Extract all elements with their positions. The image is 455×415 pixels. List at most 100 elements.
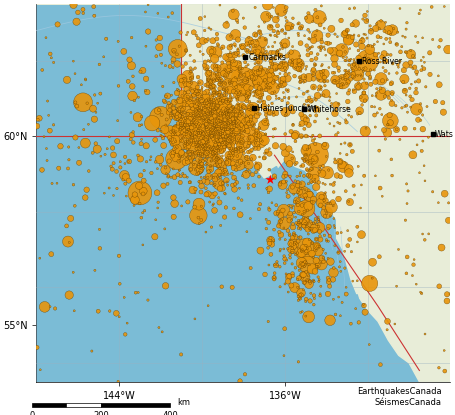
Point <box>273 110 280 116</box>
Point <box>299 156 307 162</box>
Point <box>217 80 224 86</box>
Point <box>243 228 251 235</box>
Point <box>233 127 240 134</box>
Point <box>148 120 156 127</box>
Point <box>327 47 334 54</box>
Point <box>305 193 313 199</box>
Point <box>279 45 286 52</box>
Point <box>350 183 357 189</box>
Point <box>303 156 310 163</box>
Point <box>196 80 203 86</box>
Point <box>310 301 318 308</box>
Point <box>236 185 243 191</box>
Point <box>279 144 287 150</box>
Point <box>184 159 192 165</box>
Point <box>393 126 400 133</box>
Point <box>228 112 235 119</box>
Point <box>232 31 239 38</box>
Point <box>232 74 239 81</box>
Point <box>200 165 207 172</box>
Point <box>291 73 298 79</box>
Point <box>349 67 357 73</box>
Point <box>181 122 188 128</box>
Point <box>221 132 228 139</box>
Point <box>212 66 219 73</box>
Point <box>217 89 224 95</box>
Point <box>370 41 378 48</box>
Point <box>189 118 196 125</box>
Point <box>222 73 229 79</box>
Point <box>199 158 207 164</box>
Point <box>281 78 288 85</box>
Point <box>281 42 288 49</box>
Point <box>153 53 160 59</box>
Point <box>92 140 99 147</box>
Point <box>222 135 229 142</box>
Point <box>195 42 202 49</box>
Point <box>384 76 391 83</box>
Point <box>239 147 247 154</box>
Point <box>207 110 214 116</box>
Point <box>119 177 126 183</box>
Point <box>236 66 243 72</box>
Point <box>290 209 298 216</box>
Point <box>278 53 285 59</box>
Point <box>313 242 320 249</box>
Point <box>265 121 272 128</box>
Point <box>407 93 414 100</box>
Point <box>193 129 201 136</box>
Point <box>366 280 373 287</box>
Point <box>419 126 426 132</box>
Point <box>230 146 238 153</box>
Point <box>293 60 300 67</box>
Point <box>219 128 227 134</box>
Point <box>259 138 266 144</box>
Point <box>191 123 198 129</box>
Point <box>229 148 237 154</box>
Point <box>197 109 204 115</box>
Point <box>253 164 261 170</box>
Point <box>48 180 56 187</box>
Point <box>242 54 249 61</box>
Point <box>290 185 298 192</box>
Point <box>238 138 245 145</box>
Point <box>224 112 231 119</box>
Point <box>323 238 330 244</box>
Point <box>382 58 389 64</box>
Point <box>197 163 204 170</box>
Point <box>171 108 178 115</box>
Point <box>192 128 199 134</box>
Point <box>286 231 293 238</box>
Point <box>196 100 203 107</box>
Point <box>313 27 321 34</box>
Point <box>221 86 228 93</box>
Point <box>379 64 387 71</box>
Point <box>217 105 224 112</box>
Point <box>276 46 283 53</box>
Point <box>287 246 294 253</box>
Point <box>206 199 213 205</box>
Point <box>199 153 206 159</box>
Point <box>230 112 237 118</box>
Point <box>270 4 277 11</box>
Point <box>217 133 224 140</box>
Point <box>97 90 104 97</box>
Point <box>126 158 133 165</box>
Point <box>190 112 197 119</box>
Point <box>301 273 308 280</box>
Point <box>360 95 368 102</box>
Point <box>254 110 262 117</box>
Point <box>291 199 298 205</box>
Point <box>391 321 399 327</box>
Point <box>306 225 313 232</box>
Point <box>228 141 235 147</box>
Point <box>165 173 172 180</box>
Point <box>408 81 415 88</box>
Point <box>121 294 128 301</box>
Point <box>231 41 238 48</box>
Point <box>420 66 428 72</box>
Point <box>388 97 395 104</box>
Point <box>228 108 236 115</box>
Point <box>318 193 325 200</box>
Point <box>228 79 236 85</box>
